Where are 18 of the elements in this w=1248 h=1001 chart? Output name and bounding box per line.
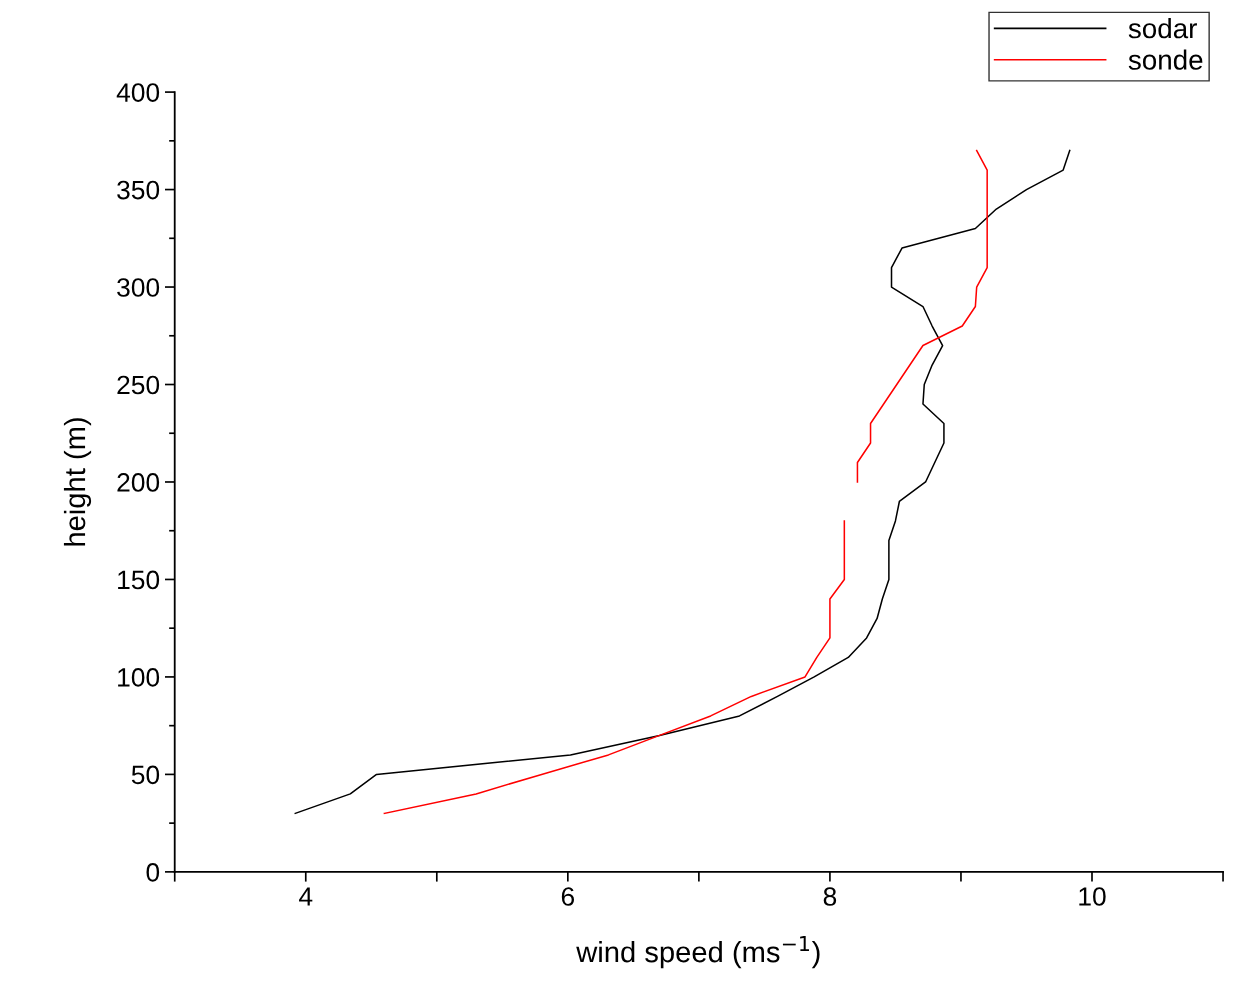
x-tick-label: 4 xyxy=(299,887,313,906)
x-tick-label: 10 xyxy=(1079,887,1106,906)
legend-label: sodar xyxy=(1128,17,1197,39)
x-axis-title: wind speed (ms$^{−1}$) xyxy=(576,936,820,969)
y-tick-label: 200 xyxy=(117,473,160,492)
y-tick-label: 250 xyxy=(117,375,160,395)
y-tick-label: 350 xyxy=(117,180,160,200)
line-series xyxy=(294,149,1071,815)
y-tick-label: 300 xyxy=(117,278,160,297)
y-tick-label: 100 xyxy=(118,668,160,687)
y-tick-label: 0 xyxy=(146,863,160,882)
y-axis-title: height (m) xyxy=(63,418,92,546)
y-tick-label: 400 xyxy=(116,83,160,102)
x-tick-label: 6 xyxy=(561,887,575,906)
legend-label: sonde xyxy=(1128,49,1203,70)
y-tick-label: 50 xyxy=(131,765,160,785)
x-tick-label: 8 xyxy=(823,887,837,906)
y-tick-label: 150 xyxy=(118,570,160,590)
